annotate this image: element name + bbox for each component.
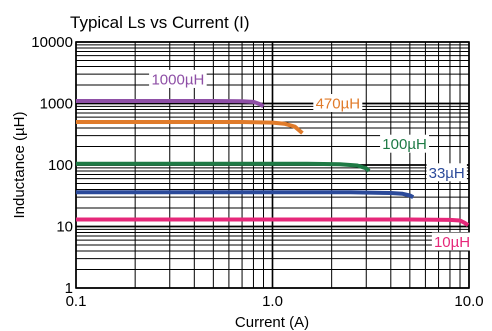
series-label-bg	[149, 69, 207, 88]
y-tick-label: 100	[48, 157, 73, 174]
tick-labels: 0.1 1.0 10.0 1 10 100 1000 10000	[31, 34, 483, 310]
series-line	[76, 99, 265, 109]
series-line	[76, 190, 415, 199]
series-label: 100µH	[382, 136, 427, 153]
series-line	[76, 120, 304, 135]
series-line	[76, 217, 470, 227]
y-tick-label: 1	[65, 280, 73, 297]
y-tick-label: 1000	[40, 96, 73, 113]
series-label-bg	[431, 232, 473, 251]
series-label-bg	[313, 94, 363, 113]
series-label: 470µH	[316, 96, 361, 113]
series-label-bg	[380, 134, 430, 153]
series-label-bg	[426, 163, 467, 182]
y-axis-label: Inductance (µH)	[11, 111, 28, 218]
x-tick-label: 10.0	[454, 293, 483, 310]
x-axis-label: Current (A)	[235, 314, 309, 331]
x-tick-label: 0.1	[66, 293, 87, 310]
y-tick-label: 10000	[31, 34, 73, 51]
series-label: 33µH	[429, 165, 465, 182]
y-tick-label: 10	[56, 219, 73, 236]
series-label: 1000µH	[151, 71, 204, 88]
series-line	[76, 161, 371, 173]
x-tick-label: 1.0	[262, 293, 283, 310]
series-layer	[76, 99, 470, 227]
series-label: 10µH	[434, 234, 470, 251]
grid	[75, 41, 470, 289]
chart-title: Typical Ls vs Current (I)	[70, 13, 250, 32]
